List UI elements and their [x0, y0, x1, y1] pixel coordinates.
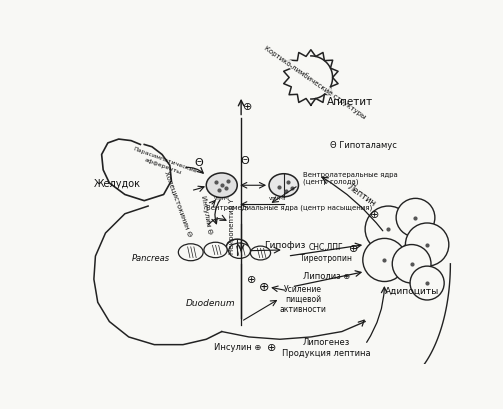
- Text: Лептин: Лептин: [345, 182, 377, 208]
- Text: Кортико-лимбические структуры: Кортико-лимбические структуры: [263, 44, 367, 120]
- Text: ⊕: ⊕: [259, 281, 270, 294]
- Text: Усиление
пищевой
активности: Усиление пищевой активности: [280, 284, 326, 314]
- Text: ⊕: ⊕: [268, 342, 277, 352]
- Text: Инсулин Θ: Инсулин Θ: [200, 195, 213, 234]
- Text: Липолиз ⊕: Липолиз ⊕: [303, 271, 350, 280]
- Text: Duodenum: Duodenum: [185, 298, 235, 307]
- Text: Θ: Θ: [240, 155, 249, 166]
- Ellipse shape: [226, 240, 248, 255]
- Text: Инсулин ⊕: Инсулин ⊕: [214, 343, 261, 352]
- Text: Гипофиз: Гипофиз: [265, 240, 306, 249]
- Circle shape: [365, 207, 411, 253]
- Text: Θ Гипоталамус: Θ Гипоталамус: [330, 141, 397, 150]
- Text: Желудок: Желудок: [94, 178, 141, 189]
- Text: Адипоциты: Адипоциты: [384, 287, 439, 296]
- Ellipse shape: [204, 243, 227, 258]
- Ellipse shape: [250, 247, 271, 260]
- Text: Вентролатеральные ядра
(центр голода): Вентролатеральные ядра (центр голода): [303, 171, 398, 185]
- Text: ⊕: ⊕: [242, 102, 252, 112]
- Text: Нейропептид Y: Нейропептид Y: [228, 198, 235, 254]
- Text: vmn-i: vmn-i: [214, 196, 230, 200]
- Ellipse shape: [229, 243, 250, 259]
- Text: ⊕: ⊕: [247, 274, 257, 285]
- Ellipse shape: [179, 244, 203, 261]
- Text: Вентромедиальные ядра (центр насыщения): Вентромедиальные ядра (центр насыщения): [206, 204, 373, 211]
- Text: Аппетит: Аппетит: [326, 97, 373, 106]
- Circle shape: [396, 199, 435, 237]
- Text: Θ: Θ: [194, 158, 203, 168]
- Text: vmn-ii: vmn-ii: [269, 196, 286, 200]
- Circle shape: [392, 245, 431, 283]
- Text: Холецистокинин Θ: Холецистокинин Θ: [164, 169, 194, 236]
- Text: Тиреотропин: Тиреотропин: [300, 254, 353, 263]
- Ellipse shape: [206, 173, 237, 198]
- Text: Парасимпатические
афференты: Парасимпатические афференты: [130, 146, 197, 180]
- Text: СНС,ЛПГ: СНС,ЛПГ: [309, 243, 344, 252]
- Circle shape: [405, 223, 449, 266]
- Ellipse shape: [269, 174, 298, 197]
- Text: ⊕: ⊕: [370, 209, 379, 219]
- Text: ⊕: ⊕: [349, 244, 358, 254]
- Circle shape: [363, 239, 406, 282]
- Text: Pancreas: Pancreas: [132, 254, 170, 263]
- Circle shape: [410, 266, 444, 300]
- Text: Липогенез
Продукция лептина: Липогенез Продукция лептина: [282, 337, 371, 357]
